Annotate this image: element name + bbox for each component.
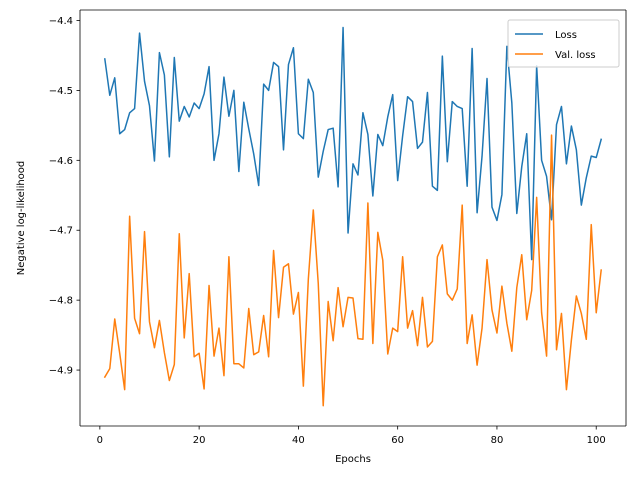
y-tick-label: −4.6	[49, 156, 73, 167]
x-tick-label: 80	[491, 435, 504, 446]
legend: Loss Val. loss	[507, 19, 620, 68]
x-axis-ticks: 0 20 40 60 80 100	[97, 426, 606, 446]
x-tick-label: 100	[587, 435, 606, 446]
y-tick-label: −4.4	[49, 16, 73, 27]
y-tick-label: −4.8	[49, 296, 73, 307]
legend-label-loss: Loss	[555, 30, 577, 41]
y-axis-ticks: −4.4 −4.5 −4.6 −4.7 −4.8 −4.9	[49, 16, 80, 377]
x-tick-label: 0	[97, 435, 103, 446]
y-tick-label: −4.7	[49, 226, 73, 237]
x-tick-label: 60	[391, 435, 404, 446]
x-tick-label: 20	[193, 435, 206, 446]
y-axis-label: Negative log-likelihood	[16, 161, 27, 276]
legend-label-val-loss: Val. loss	[555, 50, 596, 61]
series-line-val-loss	[103, 134, 603, 407]
axes-background	[80, 10, 626, 426]
y-tick-label: −4.5	[49, 86, 73, 97]
axes-frame	[79, 9, 627, 427]
series-layer	[103, 26, 603, 407]
x-axis-label: Epochs	[335, 454, 371, 465]
x-tick-label: 40	[292, 435, 305, 446]
y-tick-label: −4.9	[49, 366, 73, 377]
series-line-loss	[103, 26, 603, 261]
legend-box	[507, 19, 620, 68]
plot-area	[80, 10, 626, 426]
